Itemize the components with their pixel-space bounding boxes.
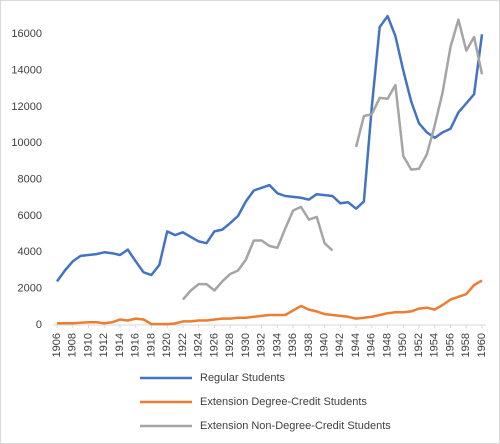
x-tick-label: 1950 <box>397 333 409 357</box>
legend-label: Extension Non-Degree-Credit Students <box>200 420 391 432</box>
series-line <box>57 279 483 326</box>
y-tick-label: 14000 <box>11 65 42 77</box>
x-tick-label: 1916 <box>130 333 142 357</box>
legend-label: Regular Students <box>200 372 285 384</box>
x-tick-label: 1960 <box>476 333 488 357</box>
x-tick-label: 1930 <box>240 333 252 357</box>
x-tick-label: 1936 <box>287 333 299 357</box>
y-tick-label: 4000 <box>18 246 42 258</box>
x-tick-label: 1934 <box>271 333 283 357</box>
x-tick-label: 1958 <box>460 333 472 357</box>
x-tick-label: 1954 <box>429 333 441 357</box>
x-tick-label: 1952 <box>413 333 425 357</box>
x-tick-label: 1944 <box>350 333 362 357</box>
x-tick-label: 1932 <box>256 333 268 357</box>
x-tick-label: 1924 <box>193 333 205 357</box>
x-tick-label: 1920 <box>161 333 173 357</box>
x-tick-label: 1956 <box>444 333 456 357</box>
y-tick-label: 6000 <box>18 210 42 222</box>
x-tick-label: 1912 <box>98 333 110 357</box>
y-tick-label: 16000 <box>11 28 42 40</box>
series-line <box>55 14 484 283</box>
series-line <box>181 18 484 301</box>
x-tick-label: 1914 <box>114 333 126 357</box>
x-tick-label: 1946 <box>366 333 378 357</box>
y-tick-label: 8000 <box>18 174 42 186</box>
x-tick-label: 1942 <box>334 333 346 357</box>
x-tick-label: 1922 <box>177 333 189 357</box>
x-tick-label: 1928 <box>224 333 236 357</box>
x-tick-label: 1926 <box>208 333 220 357</box>
x-tick-label: 1910 <box>82 333 94 357</box>
x-tick-label: 1906 <box>51 333 63 357</box>
y-tick-label: 10000 <box>11 137 42 149</box>
y-tick-label: 12000 <box>11 101 42 113</box>
x-tick-label: 1948 <box>381 333 393 357</box>
x-tick-label: 1918 <box>145 333 157 357</box>
y-tick-label: 0 <box>36 319 42 331</box>
x-tick-label: 1940 <box>318 333 330 357</box>
x-tick-label: 1938 <box>303 333 315 357</box>
x-tick-label: 1908 <box>67 333 79 357</box>
legend-label: Extension Degree-Credit Students <box>200 396 367 408</box>
y-tick-label: 2000 <box>18 283 42 295</box>
